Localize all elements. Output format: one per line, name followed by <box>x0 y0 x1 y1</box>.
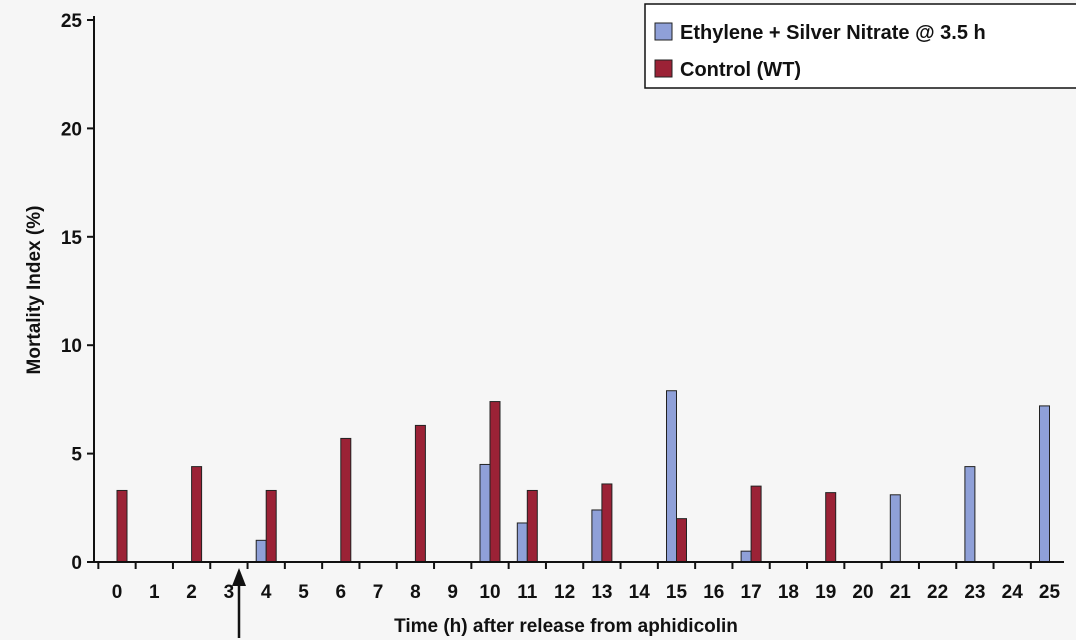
bar-control <box>265 489 277 563</box>
x-tick-label: 6 <box>336 582 347 603</box>
x-tick-label: 25 <box>1039 582 1061 603</box>
x-tick-label: 24 <box>1002 582 1024 603</box>
x-axis-title: Time (h) after release from aphidicolin <box>394 616 738 637</box>
axes-layer <box>93 16 1064 563</box>
bar-ethylene <box>591 509 603 563</box>
x-tick-label: 1 <box>149 582 160 603</box>
x-tick-label: 20 <box>852 582 873 603</box>
legend-box <box>644 3 1076 89</box>
x-tick-label: 21 <box>890 582 912 603</box>
bar-ethylene <box>255 539 267 563</box>
x-tick-label: 8 <box>410 582 421 603</box>
x-tick-label: 3 <box>224 582 235 603</box>
legend-swatch-control <box>654 59 673 78</box>
x-tick-label: 0 <box>112 582 123 603</box>
x-tick-label: 9 <box>447 582 458 603</box>
y-tick-label: 5 <box>71 445 82 466</box>
bar-control <box>601 483 613 563</box>
x-tick-label: 7 <box>373 582 384 603</box>
treatment-arrow-head <box>232 568 246 586</box>
x-tick-label: 15 <box>666 582 688 603</box>
bar-ethylene <box>666 390 677 563</box>
x-tick-label: 5 <box>298 582 309 603</box>
x-tick-label: 19 <box>815 582 836 603</box>
y-tick-label: 25 <box>61 11 83 32</box>
legend: Ethylene + Silver Nitrate @ 3.5 h Contro… <box>644 3 1076 89</box>
legend-swatch-ethylene <box>654 22 673 41</box>
x-tick-label: 13 <box>591 582 612 603</box>
x-tick-label: 10 <box>479 582 500 603</box>
x-tick-label: 4 <box>261 582 272 603</box>
bar-ethylene <box>516 522 528 563</box>
annotation-layer <box>232 568 246 638</box>
bars-layer <box>116 390 1050 563</box>
bar-control <box>191 466 203 563</box>
x-tick-label: 23 <box>964 582 985 603</box>
bar-control <box>414 424 426 563</box>
bar-control <box>750 485 762 563</box>
bar-control <box>116 489 128 563</box>
bar-ethylene <box>964 466 976 563</box>
bar-control <box>340 437 352 563</box>
bar-control <box>825 492 837 563</box>
y-tick-label: 20 <box>61 119 82 140</box>
y-axis-title: Mortality Index (%) <box>24 206 45 375</box>
bar-ethylene <box>740 550 752 563</box>
bar-control <box>489 401 501 563</box>
legend-label-control: Control (WT) <box>680 59 801 81</box>
x-tick-label: 14 <box>629 582 651 603</box>
legend-label-ethylene: Ethylene + Silver Nitrate @ 3.5 h <box>680 22 986 44</box>
x-tick-label: 22 <box>927 582 948 603</box>
x-tick-label: 17 <box>741 582 762 603</box>
bar-ethylene <box>1039 405 1050 563</box>
y-tick-label: 0 <box>71 553 82 574</box>
y-tick-label: 15 <box>61 228 83 249</box>
bar-control <box>676 518 687 563</box>
y-tick-label: 10 <box>61 336 82 357</box>
x-tick-label: 11 <box>517 582 538 603</box>
x-tick-label: 12 <box>554 582 575 603</box>
bar-control <box>526 489 538 563</box>
x-tick-label: 16 <box>703 582 724 603</box>
bar-ethylene <box>889 494 901 563</box>
x-tick-label: 2 <box>186 582 197 603</box>
bar-ethylene <box>479 463 491 563</box>
x-tick-label: 18 <box>778 582 799 603</box>
